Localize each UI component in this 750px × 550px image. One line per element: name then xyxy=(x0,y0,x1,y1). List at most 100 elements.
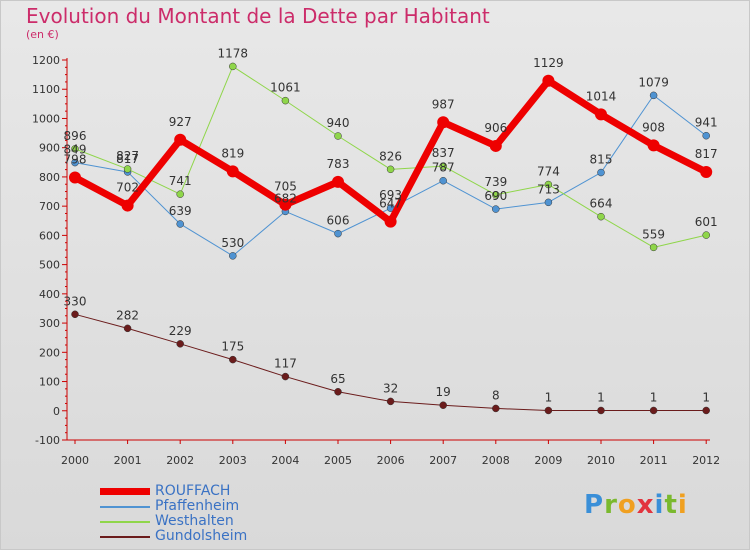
data-label: 705 xyxy=(274,180,297,194)
data-point-pfaffenheim xyxy=(702,131,710,140)
data-label: 664 xyxy=(590,197,613,211)
data-point-gundolsheim xyxy=(492,404,500,413)
data-label: 819 xyxy=(221,146,244,160)
data-point-westhalten xyxy=(386,165,395,174)
data-point-gundolsheim xyxy=(123,324,132,333)
data-point-rouffach xyxy=(279,198,292,211)
y-tick-label: 1200 xyxy=(32,54,60,67)
data-label: 1 xyxy=(545,390,553,404)
x-tick-label: 2004 xyxy=(271,454,299,467)
data-label: 906 xyxy=(484,121,507,135)
legend-swatch xyxy=(100,506,150,508)
data-label: 739 xyxy=(484,175,507,189)
data-label: 817 xyxy=(116,152,139,166)
data-point-rouffach xyxy=(384,215,397,228)
data-label: 940 xyxy=(327,116,350,130)
data-label: 713 xyxy=(537,182,560,196)
data-point-gundolsheim xyxy=(702,406,710,415)
data-point-gundolsheim xyxy=(71,310,79,319)
data-label: 647 xyxy=(379,197,402,211)
data-point-gundolsheim xyxy=(229,355,237,364)
data-label: 1 xyxy=(702,390,710,404)
data-point-pfaffenheim xyxy=(334,229,342,238)
data-label: 559 xyxy=(642,227,665,241)
data-point-westhalten xyxy=(439,162,447,170)
x-tick-label: 2009 xyxy=(534,454,562,467)
data-label: 741 xyxy=(169,174,192,188)
data-label: 798 xyxy=(64,153,87,167)
y-tick-label: 400 xyxy=(39,288,60,301)
data-label: 32 xyxy=(383,381,398,395)
data-point-gundolsheim xyxy=(281,372,290,381)
x-tick-label: 2011 xyxy=(640,454,668,467)
logo-letter: r xyxy=(604,490,618,520)
legend-swatch xyxy=(100,488,150,495)
data-point-westhalten xyxy=(123,165,132,173)
y-tick-label: 100 xyxy=(39,376,60,389)
x-tick-label: 2002 xyxy=(166,454,194,467)
data-label: 229 xyxy=(169,324,192,338)
data-label: 826 xyxy=(379,149,402,163)
data-point-rouffach xyxy=(595,108,607,121)
data-label: 175 xyxy=(221,340,244,354)
data-label: 601 xyxy=(695,215,718,229)
y-tick-label: 300 xyxy=(39,317,60,330)
logo-letter: t xyxy=(664,490,678,520)
data-label: 927 xyxy=(169,115,192,129)
data-point-rouffach xyxy=(332,175,344,188)
data-point-westhalten xyxy=(492,191,500,199)
data-label: 1 xyxy=(650,390,658,404)
y-tick-label: 200 xyxy=(39,346,60,359)
y-tick-label: -100 xyxy=(35,434,60,447)
data-label: 941 xyxy=(695,116,718,130)
legend-swatch xyxy=(100,536,150,538)
data-label: 817 xyxy=(695,147,718,161)
data-point-gundolsheim xyxy=(176,340,184,348)
data-label: 702 xyxy=(116,181,139,195)
x-tick-label: 2006 xyxy=(377,454,405,467)
data-label: 1 xyxy=(597,390,605,404)
data-label: 896 xyxy=(64,129,87,143)
legend-label: ROUFFACH xyxy=(155,483,231,499)
data-point-westhalten xyxy=(334,132,342,140)
data-label: 19 xyxy=(436,385,451,399)
data-label: 530 xyxy=(221,236,244,250)
data-point-pfaffenheim xyxy=(71,158,79,167)
logo-letter: i xyxy=(654,490,665,520)
data-label: 787 xyxy=(432,161,455,175)
x-tick-label: 2001 xyxy=(114,454,142,467)
data-point-westhalten xyxy=(649,243,658,252)
logo-letter: o xyxy=(617,490,637,520)
y-tick-label: 600 xyxy=(39,229,60,242)
data-label: 815 xyxy=(590,153,613,167)
y-tick-label: 1100 xyxy=(32,83,60,96)
legend-label: Pfaffenheim xyxy=(155,498,240,514)
data-point-pfaffenheim xyxy=(597,168,605,177)
chart-subtitle: (en €) xyxy=(26,28,59,41)
data-point-westhalten xyxy=(229,62,237,71)
data-label: 1079 xyxy=(638,75,669,89)
logo-letter: x xyxy=(636,490,655,520)
data-label: 987 xyxy=(432,97,455,111)
proxiti-logo[interactable]: Proxiti xyxy=(584,490,688,520)
data-label: 783 xyxy=(327,157,350,171)
data-point-pfaffenheim xyxy=(229,252,237,260)
data-label: 837 xyxy=(432,146,455,160)
data-point-pfaffenheim xyxy=(176,220,184,228)
data-point-rouffach xyxy=(69,171,81,184)
data-label: 282 xyxy=(116,308,139,322)
legend-label: Westhalten xyxy=(155,513,234,529)
x-tick-label: 2008 xyxy=(482,454,510,467)
y-tick-label: 700 xyxy=(39,200,60,213)
x-tick-label: 2005 xyxy=(324,454,352,467)
y-tick-label: 800 xyxy=(39,171,60,184)
data-label: 65 xyxy=(330,372,345,386)
data-point-westhalten xyxy=(176,190,184,198)
x-tick-label: 2003 xyxy=(219,454,247,467)
data-label: 117 xyxy=(274,357,297,371)
data-label: 606 xyxy=(327,214,350,228)
legend-label: Gundolsheim xyxy=(155,528,248,544)
data-label: 639 xyxy=(169,204,192,218)
